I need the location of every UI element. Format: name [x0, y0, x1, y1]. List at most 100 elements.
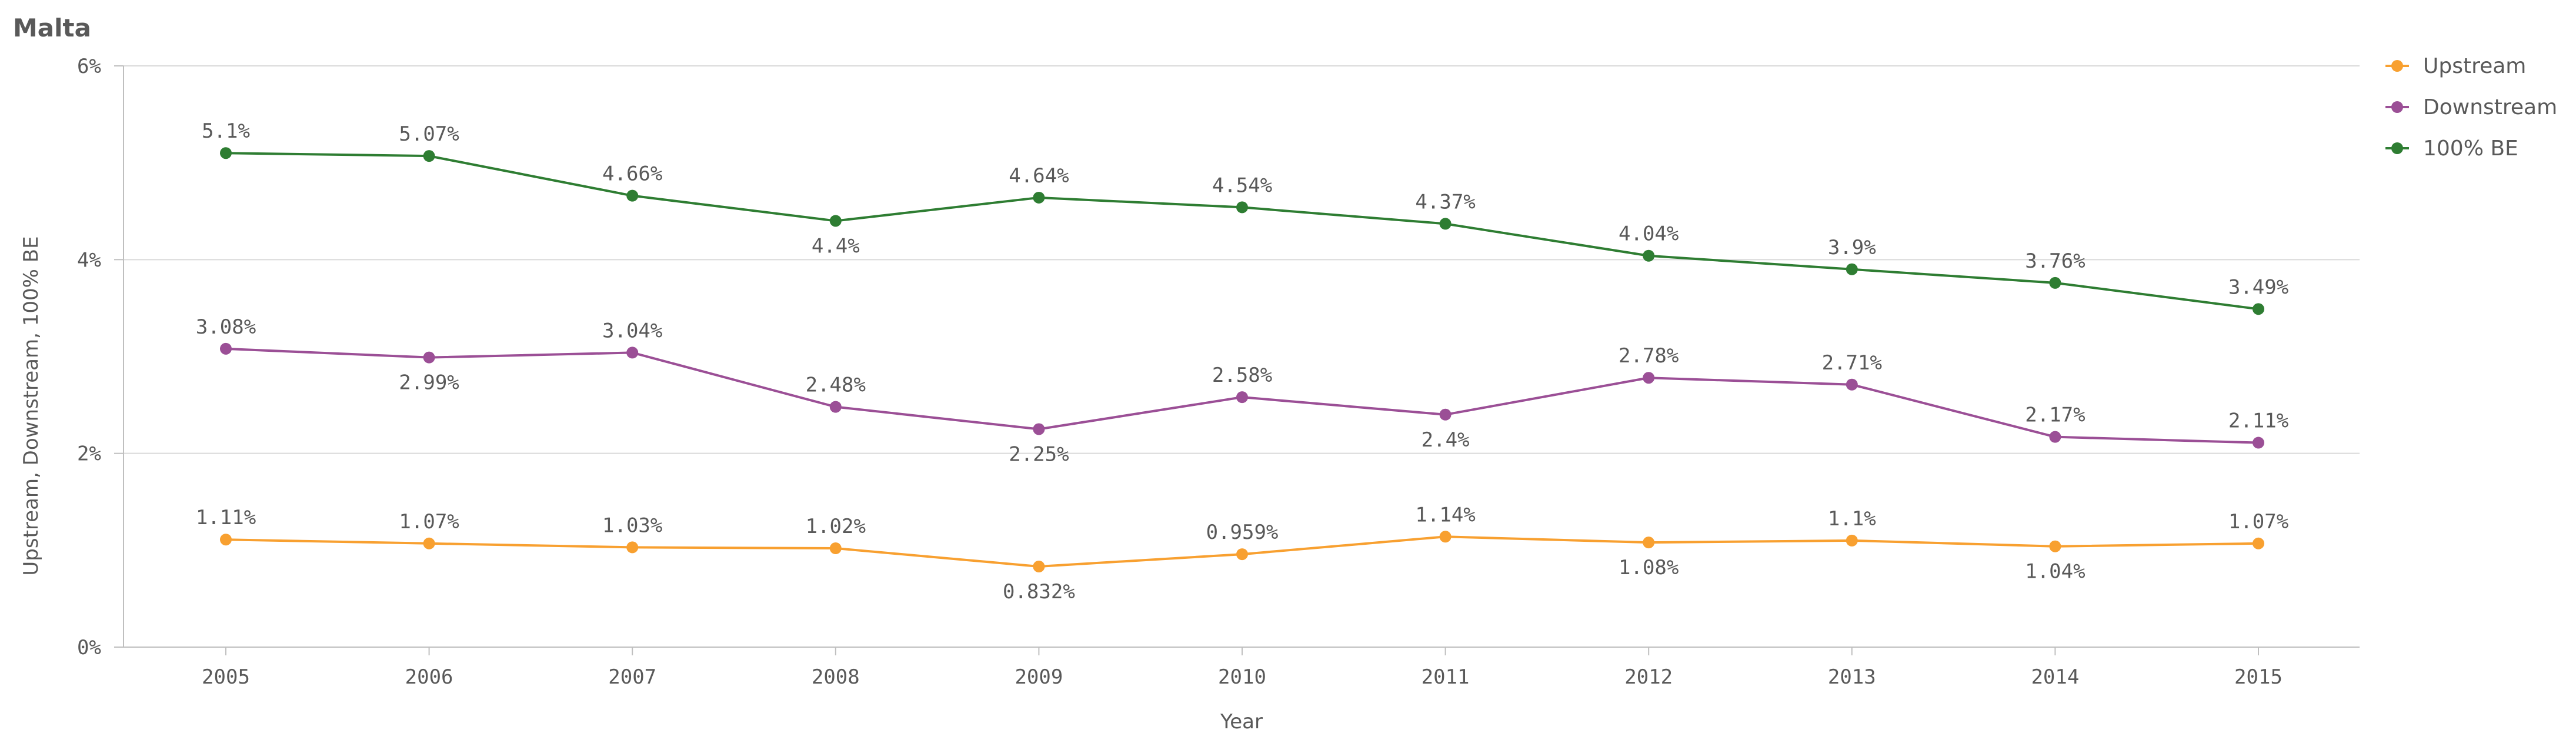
- data-point-upstream[interactable]: [2253, 537, 2264, 549]
- data-label-upstream: 1.07%: [399, 510, 459, 534]
- data-label-downstream: 3.04%: [602, 319, 662, 342]
- legend[interactable]: Upstream Downstream 100% BE: [2385, 54, 2557, 161]
- series-upstream: 1.11% 1.07% 1.03% 1.02% 0.832% 0.959% 1.14% 1.0…: [196, 503, 2288, 604]
- data-label-upstream: 0.959%: [1206, 521, 1279, 544]
- data-point-100-be[interactable]: [220, 147, 232, 159]
- data-point-upstream[interactable]: [1033, 560, 1045, 572]
- data-label-100-be: 4.04%: [1619, 222, 1679, 246]
- legend-label: Upstream: [2423, 54, 2526, 78]
- x-tick-label: 2007: [608, 665, 656, 689]
- data-label-100-be: 5.07%: [399, 122, 459, 146]
- legend-label: Downstream: [2423, 95, 2557, 119]
- data-label-downstream: 2.17%: [2025, 404, 2085, 427]
- data-point-downstream[interactable]: [1236, 391, 1248, 404]
- data-label-100-be: 3.9%: [1828, 236, 1876, 259]
- legend-item-100-be[interactable]: 100% BE: [2385, 136, 2518, 161]
- y-tick-label: 4%: [77, 248, 101, 272]
- y-tick-label: 0%: [77, 636, 101, 659]
- data-label-downstream: 2.78%: [1619, 344, 1679, 368]
- data-point-downstream[interactable]: [2253, 437, 2264, 449]
- data-point-upstream[interactable]: [1236, 548, 1248, 561]
- data-label-upstream: 1.11%: [196, 506, 256, 529]
- series-group: 1.11% 1.07% 1.03% 1.02% 0.832% 0.959% 1.14% 1.0…: [196, 119, 2288, 604]
- data-label-100-be: 4.66%: [602, 162, 662, 186]
- data-label-upstream: 1.08%: [1619, 556, 1679, 579]
- data-label-upstream: 0.832%: [1003, 580, 1075, 604]
- data-label-100-be: 4.54%: [1212, 174, 1272, 197]
- axes: 0% 2% 4% 6% 2005 2006 2007 2008 2009 2010 2011 2012…: [77, 55, 2360, 689]
- data-label-100-be: 3.76%: [2025, 249, 2085, 273]
- data-label-upstream: 1.1%: [1828, 507, 1876, 531]
- y-axis-title: Upstream, Downstream, 100% BE: [19, 236, 43, 575]
- gridlines: [124, 65, 2360, 454]
- legend-item-downstream[interactable]: Downstream: [2385, 95, 2557, 119]
- data-point-upstream[interactable]: [2049, 540, 2061, 552]
- data-label-100-be: 4.37%: [1415, 190, 1475, 214]
- data-label-downstream: 3.08%: [196, 315, 256, 339]
- data-point-100-be[interactable]: [829, 215, 842, 227]
- chart-title: Malta: [13, 14, 91, 42]
- data-label-downstream: 2.11%: [2228, 409, 2288, 433]
- x-tick-label: 2006: [405, 665, 453, 689]
- data-point-100-be[interactable]: [1033, 191, 1045, 204]
- data-label-upstream: 1.07%: [2228, 510, 2288, 534]
- x-tick-label: 2013: [1828, 665, 1876, 689]
- x-tick-label: 2015: [2234, 665, 2283, 689]
- data-label-upstream: 1.04%: [2025, 560, 2085, 584]
- legend-item-upstream[interactable]: Upstream: [2385, 54, 2526, 78]
- x-tick-label: 2009: [1015, 665, 1063, 689]
- data-point-downstream[interactable]: [1846, 378, 1858, 391]
- data-label-100-be: 4.64%: [1009, 164, 1069, 188]
- data-point-upstream[interactable]: [1643, 537, 1655, 549]
- data-point-downstream[interactable]: [1439, 408, 1451, 421]
- data-label-downstream: 2.48%: [806, 374, 866, 397]
- data-point-downstream[interactable]: [626, 346, 639, 359]
- x-tick-label: 2012: [1624, 665, 1673, 689]
- x-tick-label: 2005: [202, 665, 250, 689]
- data-point-100-be[interactable]: [1643, 249, 1655, 262]
- data-label-downstream: 2.25%: [1009, 443, 1069, 467]
- data-label-downstream: 2.71%: [1822, 351, 1882, 375]
- data-point-100-be[interactable]: [2253, 303, 2264, 315]
- data-point-upstream[interactable]: [626, 541, 639, 554]
- data-point-downstream[interactable]: [220, 342, 232, 355]
- data-point-downstream[interactable]: [1643, 372, 1655, 384]
- data-point-upstream[interactable]: [220, 534, 232, 546]
- x-axis-title: Year: [1220, 710, 1263, 734]
- legend-swatch-marker: [2391, 101, 2403, 113]
- series-downstream: 3.08% 2.99% 3.04% 2.48% 2.25% 2.58% 2.4% 2.78% 2…: [196, 315, 2288, 467]
- data-label-100-be: 5.1%: [202, 119, 250, 143]
- data-label-downstream: 2.99%: [399, 371, 459, 395]
- x-tick-label: 2011: [1422, 665, 1470, 689]
- x-tick-label: 2008: [812, 665, 860, 689]
- data-point-upstream[interactable]: [829, 542, 842, 555]
- data-label-upstream: 1.02%: [806, 515, 866, 538]
- data-label-100-be: 4.4%: [812, 234, 860, 258]
- data-point-downstream[interactable]: [829, 401, 842, 413]
- y-tick-label: 2%: [77, 442, 101, 466]
- data-label-upstream: 1.14%: [1415, 503, 1475, 527]
- data-point-100-be[interactable]: [1236, 201, 1248, 214]
- data-point-100-be[interactable]: [1846, 263, 1858, 275]
- y-tick-label: 6%: [77, 55, 101, 78]
- legend-label: 100% BE: [2423, 136, 2518, 161]
- data-point-100-be[interactable]: [423, 150, 435, 162]
- data-point-100-be[interactable]: [626, 189, 639, 202]
- data-point-upstream[interactable]: [1846, 534, 1858, 547]
- data-point-downstream[interactable]: [1033, 423, 1045, 435]
- data-label-upstream: 1.03%: [602, 514, 662, 537]
- data-point-100-be[interactable]: [2049, 276, 2061, 289]
- legend-swatch-marker: [2391, 60, 2403, 72]
- data-label-downstream: 2.58%: [1212, 364, 1272, 387]
- series-100-be: 5.1% 5.07% 4.66% 4.4% 4.64% 4.54% 4.37% 4.04% 3.…: [202, 119, 2288, 315]
- legend-swatch-marker: [2391, 142, 2403, 154]
- data-point-100-be[interactable]: [1439, 218, 1451, 230]
- x-tick-label: 2014: [2031, 665, 2079, 689]
- data-point-upstream[interactable]: [1439, 531, 1451, 543]
- data-point-downstream[interactable]: [423, 351, 435, 364]
- data-point-downstream[interactable]: [2049, 431, 2061, 443]
- x-tick-label: 2010: [1218, 665, 1266, 689]
- data-point-upstream[interactable]: [423, 537, 435, 549]
